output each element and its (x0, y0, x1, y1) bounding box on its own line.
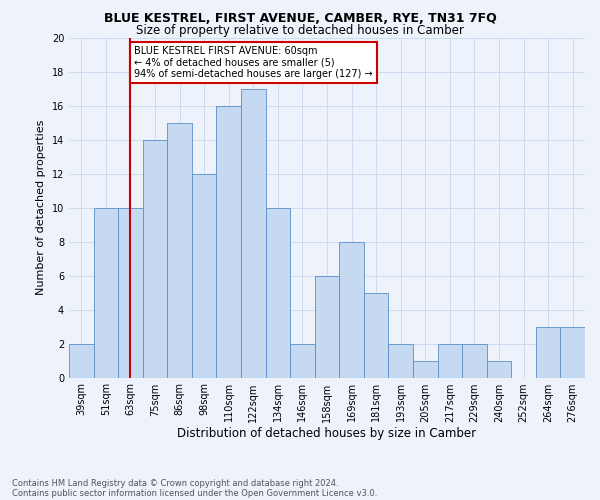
Bar (290, 344, 315, 378)
Bar (487, 360, 511, 378)
Bar (266, 208, 290, 378)
Bar (143, 140, 167, 378)
Bar (413, 360, 437, 378)
Bar (217, 106, 241, 378)
Bar (94, 208, 118, 378)
X-axis label: Distribution of detached houses by size in Camber: Distribution of detached houses by size … (178, 428, 476, 440)
Bar (69, 344, 94, 378)
Bar (192, 174, 217, 378)
Text: Contains HM Land Registry data © Crown copyright and database right 2024.: Contains HM Land Registry data © Crown c… (12, 478, 338, 488)
Bar (560, 326, 585, 378)
Bar (388, 344, 413, 378)
Bar (462, 344, 487, 378)
Bar (437, 344, 462, 378)
Bar (339, 242, 364, 378)
Text: Size of property relative to detached houses in Camber: Size of property relative to detached ho… (136, 24, 464, 37)
Bar (241, 88, 266, 378)
Bar (536, 326, 560, 378)
Text: Contains public sector information licensed under the Open Government Licence v3: Contains public sector information licen… (12, 488, 377, 498)
Bar (364, 292, 388, 378)
Text: BLUE KESTREL FIRST AVENUE: 60sqm
← 4% of detached houses are smaller (5)
94% of : BLUE KESTREL FIRST AVENUE: 60sqm ← 4% of… (134, 46, 373, 79)
Bar (118, 208, 143, 378)
Bar (315, 276, 339, 378)
Text: BLUE KESTREL, FIRST AVENUE, CAMBER, RYE, TN31 7FQ: BLUE KESTREL, FIRST AVENUE, CAMBER, RYE,… (104, 12, 496, 26)
Bar (167, 122, 192, 378)
Y-axis label: Number of detached properties: Number of detached properties (36, 120, 46, 295)
